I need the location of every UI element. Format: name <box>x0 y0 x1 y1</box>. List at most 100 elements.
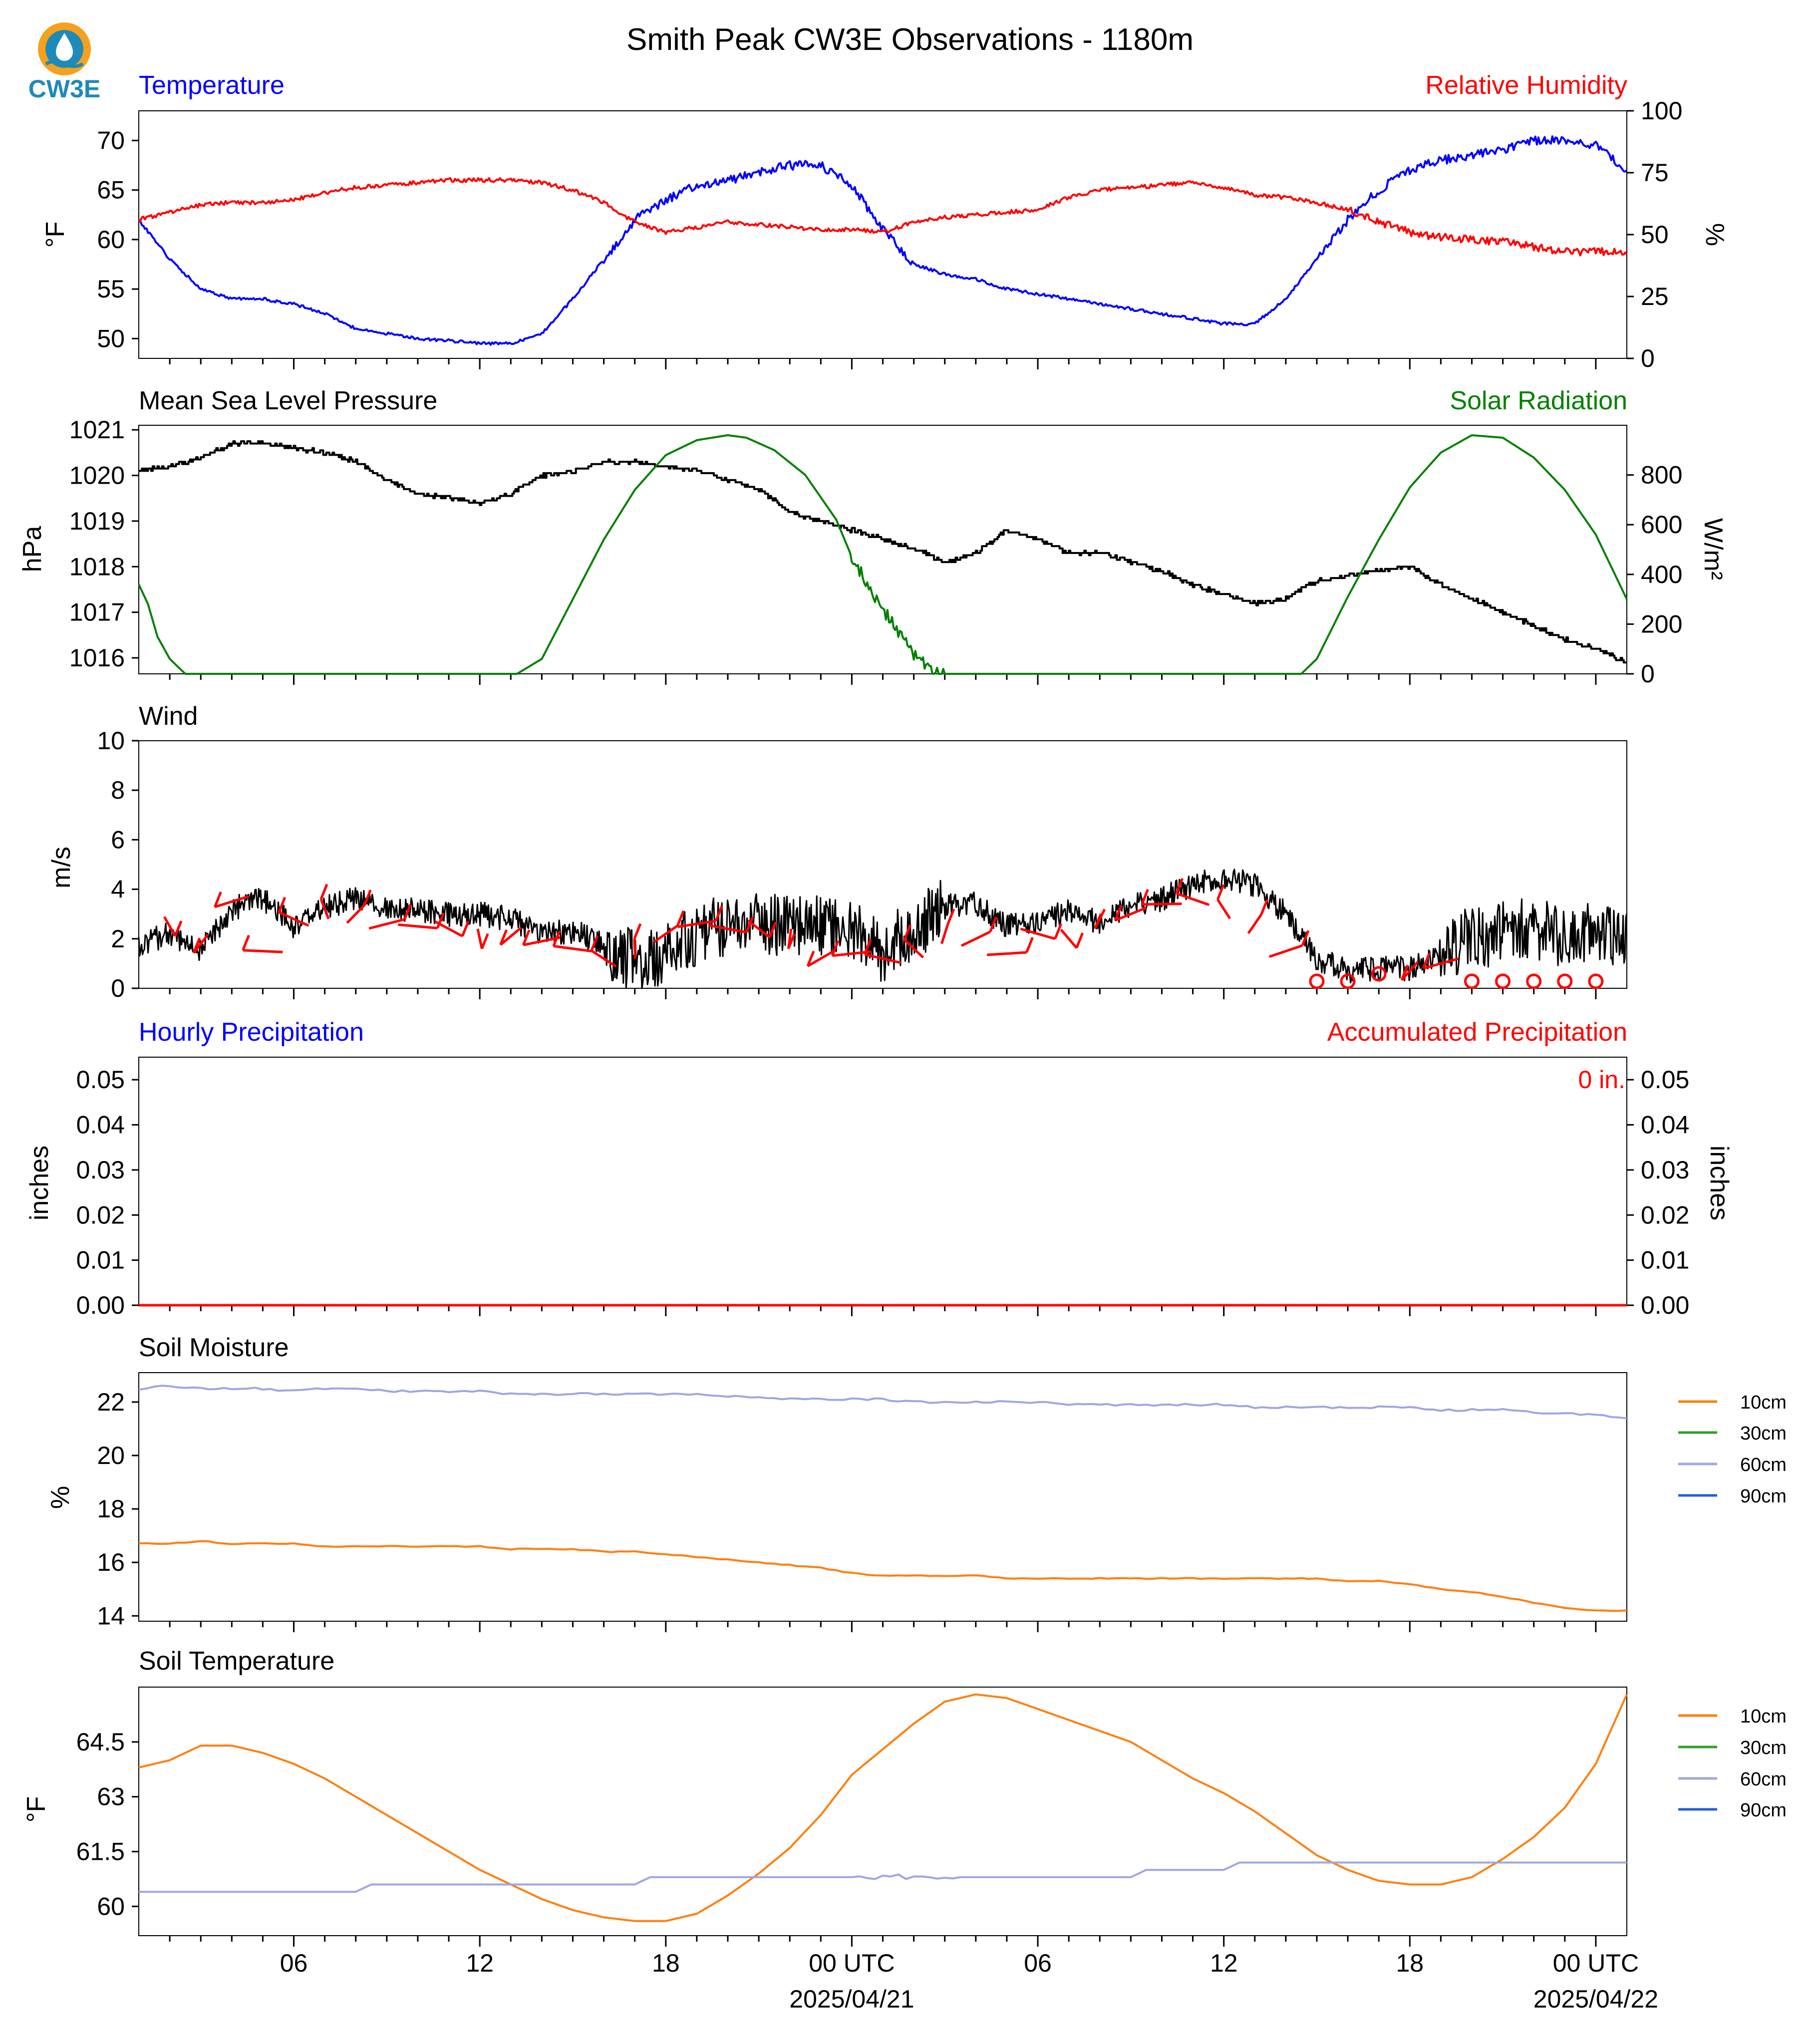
precip-ytick-right-label: 0.00 <box>1641 1291 1689 1319</box>
wind-barb-staff <box>1216 898 1231 919</box>
soil-temp-ylabel: °F <box>22 1796 51 1823</box>
pressure-solar-ytick-left-label: 1017 <box>69 598 125 626</box>
x-tick-label: 06 <box>1024 1949 1052 1977</box>
rh-ylabel: % <box>1700 223 1729 246</box>
precip-ytick-left-label: 0.02 <box>76 1201 125 1229</box>
pressure-panel-title: Mean Sea Level Pressure <box>139 386 437 415</box>
wind-barb-flag <box>403 904 412 920</box>
wind-barb-calm <box>1495 973 1511 989</box>
wind-ylabel: m/s <box>47 847 76 888</box>
precip-ytick-right-label: 0.02 <box>1641 1201 1689 1229</box>
temp-rh-ytick-right-label: 75 <box>1641 159 1669 187</box>
x-tick-label: 06 <box>280 1949 308 1977</box>
wind-barb-staff <box>434 920 463 937</box>
soil-moisture-ytick-left-label: 18 <box>97 1495 125 1523</box>
wind-barb-staff <box>1176 892 1210 906</box>
wind-barb-staff <box>163 916 177 937</box>
wind-barb-flag <box>461 920 470 937</box>
precip-ytick-left-label: 0.01 <box>76 1246 125 1274</box>
x-date-label: 2025/04/22 <box>1533 1985 1658 2013</box>
wind-barb-flag <box>481 933 489 949</box>
wind-barb-calm <box>1340 973 1356 989</box>
wind-barb-flag <box>863 939 872 955</box>
wind-barb-flag <box>522 929 531 946</box>
pressure-solar-ytick-right-label: 0 <box>1641 660 1655 688</box>
pressure-solar-ytick-left-label: 1020 <box>69 462 125 490</box>
pressure-solar-ytick-right-label: 600 <box>1641 511 1682 539</box>
wind-barb-staff <box>807 950 835 967</box>
temp-rh-ytick-right-label: 0 <box>1641 344 1655 372</box>
wind-barb-flag <box>242 934 250 951</box>
x-tick-label: 12 <box>466 1949 494 1977</box>
wind-barb-staff <box>523 936 561 946</box>
wind-barb-staff <box>633 938 636 959</box>
wind-barb-staff <box>346 904 366 924</box>
wind-barb-flag <box>1400 964 1409 981</box>
wind-ytick-left-label: 8 <box>111 776 125 804</box>
pressure-solar-ytick-right-label: 400 <box>1641 561 1682 588</box>
soil-moisture-10cm-line <box>138 1540 1627 1612</box>
wind-barb-flag <box>436 912 445 929</box>
temp-rh-ytick-right-label: 100 <box>1641 97 1682 125</box>
wind-barb-flag <box>633 923 642 939</box>
temp-rh-ytick-right-label: 50 <box>1641 221 1669 249</box>
wind-ytick-left-label: 2 <box>111 925 125 953</box>
wind-barb-staff <box>553 944 593 953</box>
soil-temp-legend: 10cm 30cm 60cm 90cm <box>1678 1706 1787 1821</box>
wind-barb-staff <box>1401 961 1419 981</box>
wind-barb-flag <box>946 908 955 925</box>
solar-panel-title: Solar Radiation <box>1450 386 1627 415</box>
legend-label-30cm: 30cm <box>1740 1738 1787 1758</box>
wind-barb-flag <box>806 950 815 967</box>
accum-precip-value: 0 in. <box>1578 1066 1625 1094</box>
wind-barb-staff <box>864 953 902 964</box>
soil-temp-ytick-left-label: 63 <box>97 1783 125 1811</box>
soil-temp-ytick-left-label: 61.5 <box>76 1838 125 1866</box>
precip-ytick-left-label: 0.05 <box>76 1066 125 1094</box>
wind-ytick-left-label: 0 <box>111 974 125 1002</box>
precip-ytick-right-label: 0.05 <box>1641 1066 1689 1094</box>
wind-barb-calm <box>1557 973 1573 989</box>
pressure-solar-ytick-left-label: 1019 <box>69 507 125 535</box>
precip-ytick-right-label: 0.01 <box>1641 1246 1689 1274</box>
wind-barb-flag <box>1216 884 1225 900</box>
logo-wave-icon <box>45 59 84 68</box>
wind-ytick-left-label: 10 <box>97 727 125 755</box>
solar-line <box>138 434 1628 675</box>
pressure-solar-ytick-left-label: 1018 <box>69 553 125 580</box>
wind-barb-staff <box>1247 913 1262 934</box>
temp-rh-ytick-right-label: 25 <box>1641 283 1669 310</box>
wind-barb-staff <box>278 911 309 927</box>
precip-ytick-left-label: 0.03 <box>76 1156 125 1184</box>
wind-barb-calm <box>1526 973 1542 989</box>
hourly-precip-ylabel: inches <box>25 1146 54 1220</box>
pressure-line <box>139 440 1627 664</box>
soil-moisture-ytick-left-label: 16 <box>97 1548 125 1576</box>
wind-barb-flag <box>1422 953 1431 969</box>
x-tick-label: 00 UTC <box>1553 1949 1639 1977</box>
x-date-label: 2025/04/21 <box>789 1985 914 2013</box>
humidity-line <box>138 177 1628 257</box>
wind-barb-staff <box>940 923 949 944</box>
wind-barb-staff <box>591 949 617 968</box>
wind-barb-flag <box>363 889 372 906</box>
wind-barb-flag <box>319 883 328 900</box>
wind-barb-flag <box>1075 932 1084 949</box>
wind-ytick-left-label: 4 <box>111 875 125 903</box>
wind-barb-staff <box>747 919 771 938</box>
wind-barb-flag <box>1094 913 1102 929</box>
wind-barb-flag <box>174 920 183 937</box>
soil-temp-ytick-left-label: 60 <box>97 1892 125 1920</box>
wind-barb-staff <box>1268 944 1303 958</box>
wind-barb-flag <box>499 929 508 945</box>
pressure-solar-ytick-right-label: 800 <box>1641 461 1682 489</box>
wind-barb-staff <box>398 923 438 929</box>
legend-label-30cm: 30cm <box>1740 1423 1787 1444</box>
temp-rh-ytick-left-label: 60 <box>97 226 125 254</box>
cw3e-logo: CW3E <box>28 22 100 103</box>
accum-precip-title: Accumulated Precipitation <box>1327 1018 1627 1047</box>
legend-label-90cm: 90cm <box>1740 1486 1787 1507</box>
soil-moisture-ylabel: % <box>46 1486 75 1509</box>
